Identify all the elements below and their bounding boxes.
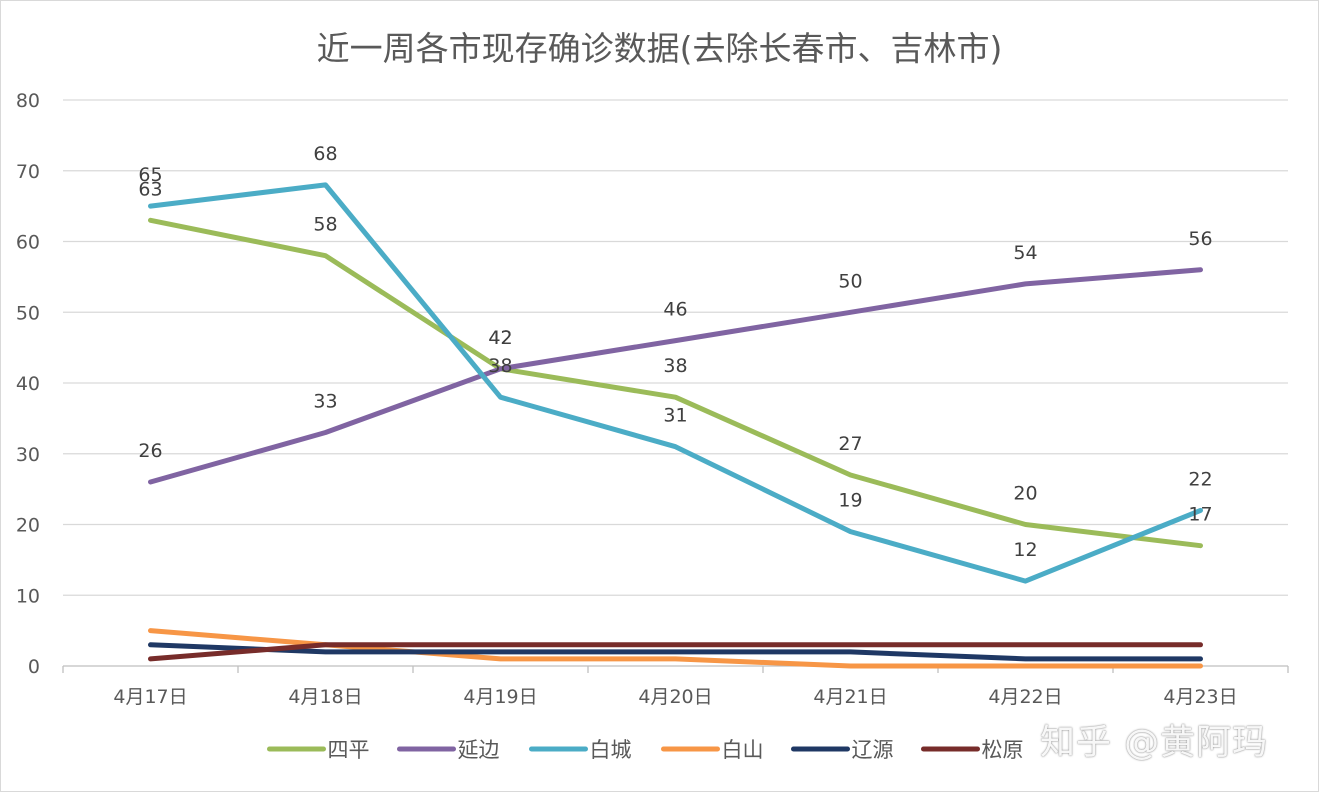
watermark: 知乎 @黄阿玛 <box>1040 723 1269 763</box>
series-line-延边 <box>148 267 1203 485</box>
x-tick-label: 4月22日 <box>988 686 1062 708</box>
series-lines <box>148 182 1203 669</box>
data-label: 42 <box>488 327 512 349</box>
data-label: 33 <box>313 391 337 413</box>
y-tick-label: 0 <box>28 656 40 678</box>
legend-label: 辽源 <box>852 738 894 762</box>
data-label: 31 <box>663 405 687 427</box>
data-label: 27 <box>838 433 862 455</box>
series-line-白城 <box>148 182 1203 584</box>
y-tick-label: 30 <box>16 444 40 466</box>
data-label: 56 <box>1188 228 1212 250</box>
y-tick-label: 40 <box>16 373 40 395</box>
y-axis-ticks: 0 10 20 30 40 50 60 70 80 <box>16 90 40 678</box>
data-label: 19 <box>838 490 862 512</box>
series-line-松原 <box>148 642 1203 662</box>
legend-label: 松原 <box>982 738 1024 762</box>
data-label: 38 <box>488 355 512 377</box>
x-tick-label: 4月21日 <box>813 686 887 708</box>
data-label: 22 <box>1188 468 1212 490</box>
data-label: 38 <box>663 355 687 377</box>
data-label: 58 <box>313 214 337 236</box>
legend-label: 四平 <box>328 738 370 762</box>
data-label: 50 <box>838 270 862 292</box>
data-label: 17 <box>1188 504 1212 526</box>
y-tick-label: 60 <box>16 232 40 254</box>
x-tick-label: 4月17日 <box>113 686 187 708</box>
legend: 四平 延边 白城 白山 辽源 松原 <box>267 738 1024 762</box>
data-label: 20 <box>1013 483 1037 505</box>
x-tick-label: 4月19日 <box>463 686 537 708</box>
data-label: 42 <box>488 327 512 349</box>
chart-title: 近一周各市现存确诊数据(去除长春市、吉林市) <box>316 29 1003 68</box>
y-tick-label: 80 <box>16 90 40 112</box>
x-tick-label: 4月23日 <box>1163 686 1237 708</box>
data-labels: 6358423827201726334246505456656838311912… <box>138 143 1212 561</box>
y-tick-label: 70 <box>16 161 40 183</box>
y-tick-label: 50 <box>16 302 40 324</box>
x-tick-label: 4月20日 <box>638 686 712 708</box>
data-label: 65 <box>138 164 162 186</box>
y-tick-label: 10 <box>16 585 40 607</box>
legend-label: 白城 <box>590 738 632 762</box>
gridlines <box>63 99 1288 596</box>
y-tick-label: 20 <box>16 515 40 537</box>
series-line-四平 <box>148 217 1203 549</box>
data-label: 12 <box>1013 539 1037 561</box>
legend-label: 白山 <box>722 738 764 762</box>
x-tick-label: 4月18日 <box>288 686 362 708</box>
data-label: 54 <box>1013 242 1037 264</box>
series-line-辽源 <box>148 642 1203 662</box>
data-label: 63 <box>138 178 162 200</box>
legend-label: 延边 <box>458 738 500 762</box>
data-label: 68 <box>313 143 337 165</box>
data-label: 46 <box>663 299 687 321</box>
data-label: 26 <box>138 440 162 462</box>
x-axis-ticks: 4月17日 4月18日 4月19日 4月20日 4月21日 4月22日 4月23日 <box>113 686 1237 708</box>
